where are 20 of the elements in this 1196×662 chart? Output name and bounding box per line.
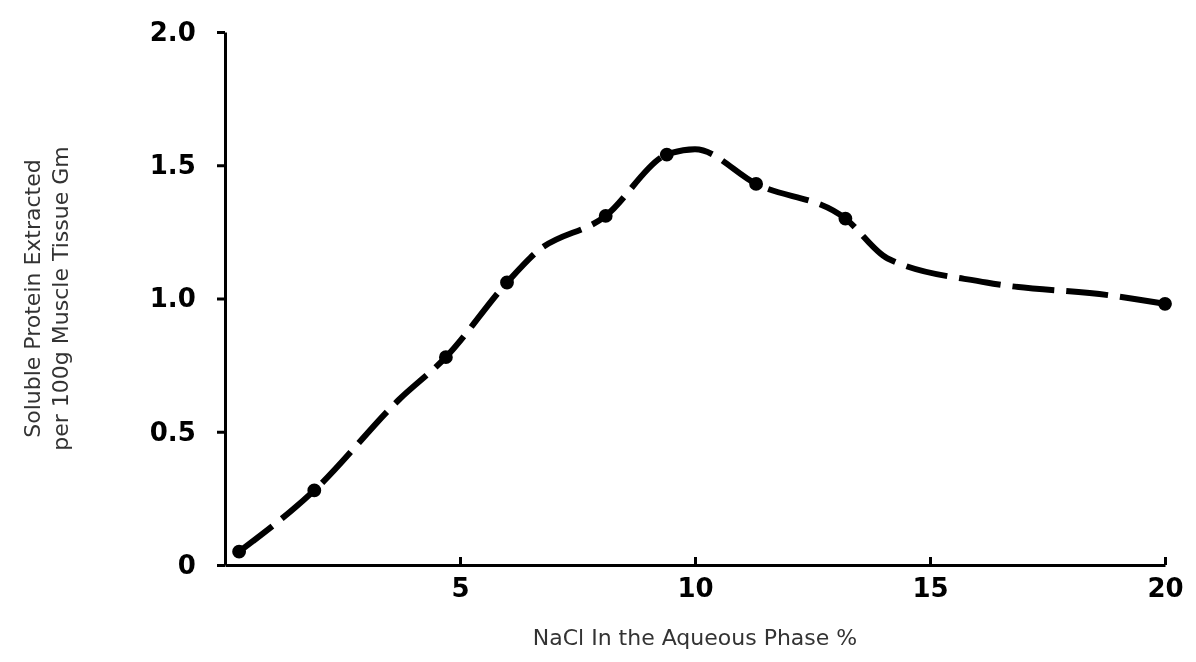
x-tick-label: 20 bbox=[1147, 572, 1184, 603]
x-tick-label: 5 bbox=[451, 572, 470, 603]
x-tick-label: 15 bbox=[912, 572, 949, 603]
point bbox=[659, 147, 674, 162]
point bbox=[438, 350, 453, 365]
y-tick-label: 1.0 bbox=[149, 283, 196, 314]
point bbox=[232, 544, 247, 559]
y-tick-label: 0 bbox=[177, 549, 196, 580]
y-tick-label: 2.0 bbox=[149, 16, 196, 47]
point bbox=[1158, 296, 1172, 311]
y-tick-label: 1.5 bbox=[149, 150, 196, 181]
x-axis-title: NaCl In the Aqueous Phase % bbox=[532, 625, 858, 650]
x-tick-label: 10 bbox=[677, 572, 714, 603]
point bbox=[307, 483, 322, 498]
point bbox=[598, 208, 613, 223]
y-axis-title: Soluble Protein Extracted per 100g Muscle Tissue Gm bbox=[20, 146, 73, 451]
point bbox=[749, 177, 764, 191]
point bbox=[838, 211, 853, 226]
y-tick-label: 0.5 bbox=[149, 416, 196, 447]
point bbox=[500, 275, 514, 290]
